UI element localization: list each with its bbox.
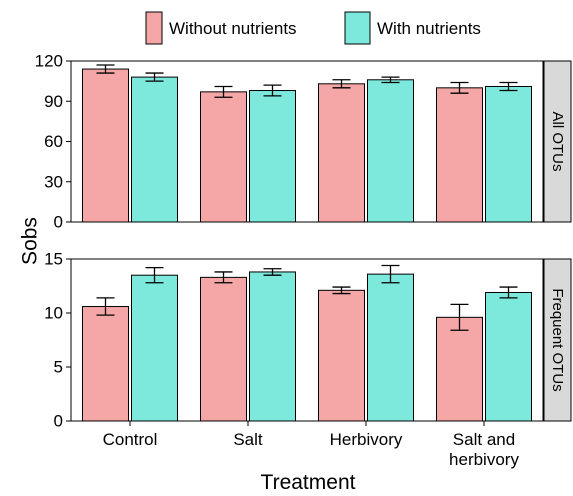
bar-with-nutrients — [485, 291, 532, 422]
legend-swatch-without-nutrients — [145, 11, 163, 45]
legend-label-with-nutrients: With nutrients — [377, 19, 481, 38]
x-tick-label: Herbivory — [330, 430, 403, 449]
y-tick-label: 0 — [54, 213, 63, 232]
facet-strip-label: All OTUs — [549, 112, 566, 172]
bar-with-nutrients — [367, 79, 414, 223]
bar-without-nutrients — [318, 83, 365, 223]
facet-strip-0 — [543, 60, 572, 223]
legend-swatch-with-nutrients — [344, 11, 371, 45]
facet-strip-1 — [543, 258, 572, 422]
facet-strip-label: Frequent OTUs — [549, 288, 566, 391]
x-tick-label: herbivory — [449, 450, 519, 469]
bar-with-nutrients — [249, 90, 296, 223]
bar-without-nutrients — [82, 306, 129, 422]
legend-label-without-nutrients: Without nutrients — [169, 19, 297, 38]
y-tick-label: 15 — [44, 250, 63, 269]
bar-with-nutrients — [131, 274, 178, 422]
y-axis-title: Sobs — [19, 217, 42, 265]
x-tick-label: Control — [103, 430, 158, 449]
x-tick-label: Salt — [233, 430, 263, 449]
bar-without-nutrients — [436, 316, 483, 422]
x-tick-label: Salt and — [453, 430, 515, 449]
bar-without-nutrients — [318, 289, 365, 422]
bar-with-nutrients — [249, 271, 296, 422]
bar-without-nutrients — [82, 68, 129, 223]
y-tick-label: 90 — [44, 92, 63, 111]
y-tick-label: 5 — [54, 358, 63, 377]
y-tick-label: 120 — [35, 52, 63, 71]
bar-without-nutrients — [200, 276, 247, 422]
y-tick-label: 30 — [44, 172, 63, 191]
bar-with-nutrients — [367, 273, 414, 422]
x-axis-title: Treatment — [261, 471, 356, 494]
bar-with-nutrients — [485, 85, 532, 223]
y-tick-label: 60 — [44, 132, 63, 151]
bar-with-nutrients — [131, 76, 178, 223]
bar-without-nutrients — [200, 91, 247, 223]
panel-frame-1 — [70, 258, 544, 422]
bar-without-nutrients — [436, 87, 483, 223]
y-tick-label: 10 — [44, 304, 63, 323]
y-tick-label: 0 — [54, 412, 63, 431]
